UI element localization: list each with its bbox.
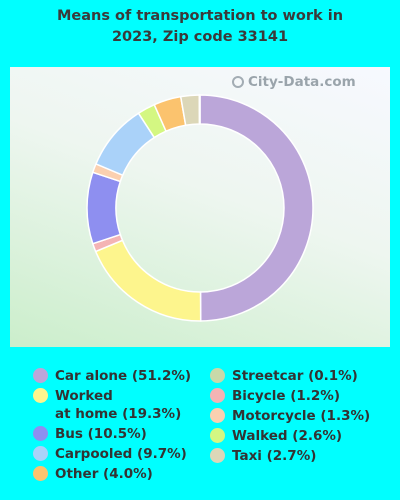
watermark: City-Data.com [232,74,356,90]
slice-streetcar [198,94,201,125]
legend-swatch [210,408,225,423]
legend-swatch [210,448,225,463]
legend-swatch [210,368,225,383]
legend-item-worked-at-home: Worked at home (19.3%) [33,387,181,423]
legend-item-taxi: Taxi (2.7%) [210,447,316,465]
legend-label: Motorcycle (1.3%) [232,408,371,424]
legend-label: Bus (10.5%) [55,426,147,442]
legend-item-car-alone: Car alone (51.2%) [33,367,191,385]
legend-item-bus: Bus (10.5%) [33,425,147,443]
legend-label: Walked (2.6%) [232,428,343,444]
legend-item-streetcar: Streetcar (0.1%) [210,367,358,385]
legend-label: Taxi (2.7%) [232,448,317,464]
legend-item-carpooled: Carpooled (9.7%) [33,445,187,463]
legend-label: Bicycle (1.2%) [232,388,340,404]
legend-swatch [33,466,48,481]
watermark-text: City-Data.com [248,74,356,90]
legend-swatch [210,428,225,443]
slice-car-alone [199,94,314,322]
legend-item-bicycle: Bicycle (1.2%) [210,387,340,405]
legend-label: Worked at home (19.3%) [55,388,182,422]
legend-swatch [33,388,48,403]
legend-label: Car alone (51.2%) [55,368,192,384]
legend-swatch [210,388,225,403]
legend-item-walked: Walked (2.6%) [210,427,342,445]
legend-item-other: Other (4.0%) [33,465,153,483]
legend-item-motorcycle: Motorcycle (1.3%) [210,407,370,425]
legend-swatch [33,446,48,461]
chart-title: Means of transportation to work in 2023, … [56,8,344,45]
donut-chart [86,94,314,322]
legend-swatch [33,368,48,383]
legend-label: Other (4.0%) [55,466,153,482]
legend-label: Streetcar (0.1%) [232,368,358,384]
slice-worked-at-home [94,239,202,322]
legend-swatch [33,426,48,441]
slice-bus [86,171,122,245]
legend-label: Carpooled (9.7%) [55,446,187,462]
search-icon [232,76,244,88]
